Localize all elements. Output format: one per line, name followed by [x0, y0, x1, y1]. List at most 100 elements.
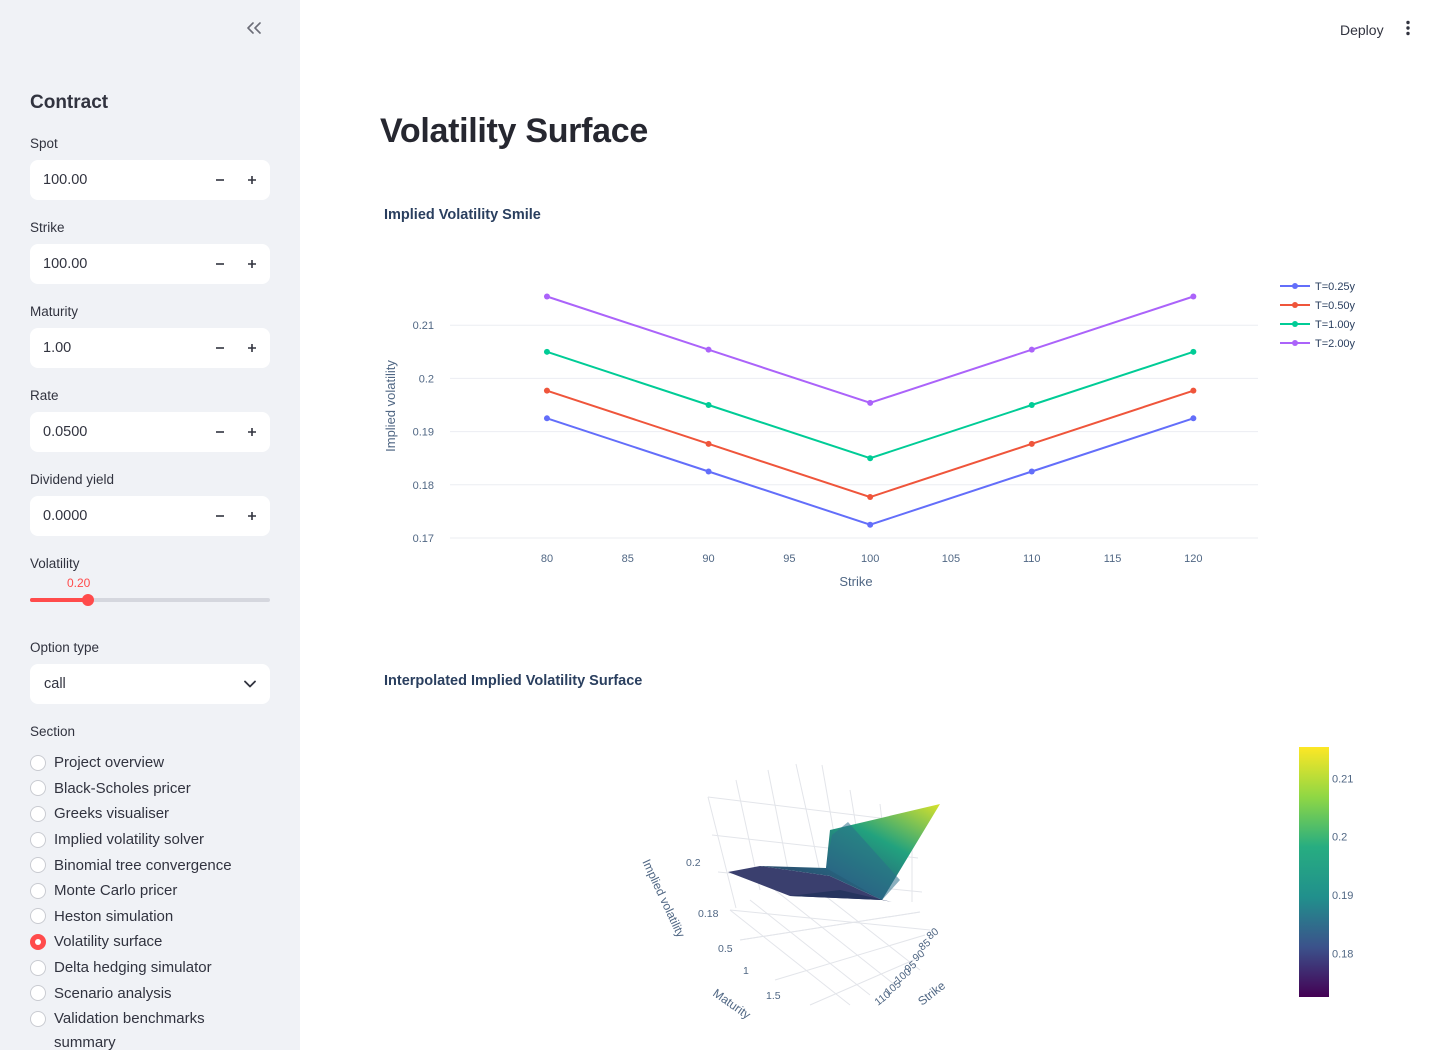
data-point[interactable] — [1190, 293, 1197, 300]
grid-line — [739, 911, 921, 941]
data-point[interactable] — [1028, 346, 1035, 353]
section-option-scenario-analysis[interactable]: Scenario analysis — [30, 980, 232, 1006]
maturity-tick-label: 0.5 — [718, 943, 733, 955]
spot-decrement-button[interactable] — [204, 160, 236, 200]
data-point[interactable] — [543, 415, 550, 422]
spot-label: Spot — [30, 136, 58, 151]
data-point[interactable] — [867, 521, 874, 528]
surface-shade — [826, 822, 900, 900]
maturity-value[interactable]: 1.00 — [43, 340, 72, 356]
z-tick-label: 0.2 — [686, 857, 701, 869]
radio-button[interactable] — [30, 985, 46, 1002]
radio-button[interactable] — [30, 857, 46, 874]
section-option-greeks-visualiser[interactable]: Greeks visualiser — [30, 801, 232, 827]
series-line-T=2.00y — [546, 295, 1194, 404]
maturity-input[interactable]: 1.00 — [30, 328, 270, 368]
spot-value[interactable]: 100.00 — [43, 172, 88, 188]
kebab-menu-icon — [1406, 20, 1410, 41]
grid-line — [749, 899, 871, 996]
main-menu-button[interactable] — [1398, 18, 1418, 42]
radio-button[interactable] — [30, 882, 46, 899]
rate-value[interactable]: 0.0500 — [43, 424, 88, 440]
collapse-sidebar-button[interactable] — [240, 18, 268, 42]
x-tick-label: 105 — [942, 553, 960, 565]
surface-patch[interactable] — [790, 890, 892, 902]
section-option-black-scholes-pricer[interactable]: Black-Scholes pricer — [30, 776, 232, 802]
spot-increment-button[interactable] — [236, 160, 268, 200]
radio-button[interactable] — [30, 831, 46, 848]
legend-label[interactable]: T=1.00y — [1315, 319, 1356, 331]
minus-icon — [216, 431, 224, 433]
radio-button[interactable] — [30, 908, 46, 925]
x-tick-label: 115 — [1104, 553, 1122, 565]
spot-input[interactable]: 100.00 — [30, 160, 270, 200]
legend-label[interactable]: T=2.00y — [1315, 338, 1356, 350]
legend-label[interactable]: T=0.25y — [1315, 281, 1356, 293]
data-point[interactable] — [1028, 440, 1035, 447]
legend-label[interactable]: T=0.50y — [1315, 300, 1356, 312]
dividend-yield-increment-button[interactable] — [236, 496, 268, 536]
data-point[interactable] — [867, 494, 874, 501]
section-option-project-overview[interactable]: Project overview — [30, 750, 232, 776]
data-point[interactable] — [867, 455, 874, 462]
data-point[interactable] — [543, 387, 550, 394]
slider-thumb[interactable] — [82, 594, 94, 606]
data-point[interactable] — [543, 293, 550, 300]
maturity-increment-button[interactable] — [236, 328, 268, 368]
option-type-select[interactable]: call — [30, 664, 270, 704]
section-option-validation-benchmarks[interactable]: Validation benchmarks — [30, 1006, 232, 1032]
section-option-implied-volatility-solver[interactable]: Implied volatility solver — [30, 827, 232, 853]
radio-button-selected[interactable] — [30, 933, 46, 950]
strike-increment-button[interactable] — [236, 244, 268, 284]
maturity-decrement-button[interactable] — [204, 328, 236, 368]
radio-button[interactable] — [30, 805, 46, 822]
section-option-delta-hedging-simulator[interactable]: Delta hedging simulator — [30, 955, 232, 981]
data-point[interactable] — [543, 348, 550, 355]
radio-label-continuation: summary — [54, 1034, 116, 1050]
strike-decrement-button[interactable] — [204, 244, 236, 284]
radio-button[interactable] — [30, 780, 46, 797]
section-option-heston-simulation[interactable]: Heston simulation — [30, 904, 232, 930]
section-option-monte-carlo-pricer[interactable]: Monte Carlo pricer — [30, 878, 232, 904]
data-point[interactable] — [1190, 415, 1197, 422]
rate-input[interactable]: 0.0500 — [30, 412, 270, 452]
radio-button[interactable] — [30, 754, 46, 771]
surface-chart[interactable]: 0.2 0.18 Implied volatility 0.5 1 1.5 Maturity… — [600, 740, 1020, 1050]
grid-line — [767, 769, 791, 881]
grid-line — [795, 763, 821, 873]
data-point[interactable] — [1028, 468, 1035, 475]
grid-line — [729, 909, 931, 931]
data-point[interactable] — [705, 346, 712, 353]
dividend-yield-decrement-button[interactable] — [204, 496, 236, 536]
volatility-slider[interactable] — [30, 594, 270, 606]
smile-chart[interactable]: 0.17 0.18 0.19 0.2 0.21 80 85 90 95 100 105 110 115 1… — [370, 240, 1380, 610]
data-point[interactable] — [867, 399, 874, 406]
dividend-yield-value[interactable]: 0.0000 — [43, 508, 88, 524]
radio-label: Volatility surface — [54, 933, 163, 951]
radio-label: Scenario analysis — [54, 984, 172, 1002]
data-point[interactable] — [1190, 348, 1197, 355]
strike-input[interactable]: 100.00 — [30, 244, 270, 284]
radio-label: Validation benchmarks — [54, 1010, 205, 1028]
x-tick-label: 90 — [702, 553, 714, 565]
data-point[interactable] — [1190, 387, 1197, 394]
plus-icon — [248, 428, 256, 436]
radio-button[interactable] — [30, 1010, 46, 1027]
x-tick-label: 95 — [783, 553, 795, 565]
y-tick-label: 0.17 — [413, 533, 434, 545]
strike-value[interactable]: 100.00 — [43, 256, 88, 272]
dividend-yield-input[interactable]: 0.0000 — [30, 496, 270, 536]
data-point[interactable] — [705, 468, 712, 475]
option-type-value: call — [44, 676, 66, 692]
maturity-label: Maturity — [30, 304, 79, 319]
data-point[interactable] — [1028, 402, 1035, 409]
rate-increment-button[interactable] — [236, 412, 268, 452]
radio-button[interactable] — [30, 959, 46, 976]
deploy-button[interactable]: Deploy — [1340, 22, 1384, 38]
section-option-binomial-tree-convergence[interactable]: Binomial tree convergence — [30, 852, 232, 878]
section-option-volatility-surface[interactable]: Volatility surface — [30, 929, 232, 955]
data-point[interactable] — [705, 440, 712, 447]
rate-decrement-button[interactable] — [204, 412, 236, 452]
series-line-T=0.50y — [546, 389, 1194, 499]
data-point[interactable] — [705, 402, 712, 409]
